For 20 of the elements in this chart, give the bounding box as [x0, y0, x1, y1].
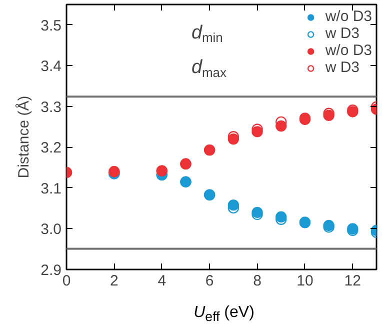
y-tick-label: 3.3 [40, 98, 62, 116]
legend-label: w/o D3 [325, 42, 372, 59]
legend-label: w D3 [325, 59, 360, 76]
x-tick-label: 2 [110, 272, 118, 290]
x-tick-label: 8 [253, 272, 262, 290]
y-tick-label: 3.2 [40, 140, 62, 157]
legend-label: w/o D3 [325, 8, 372, 25]
y-tick-label: 3.4 [40, 58, 62, 76]
x-axis-title: U$_{eff}$ (eV) [192, 303, 256, 326]
x-tick-label: 12 [344, 272, 361, 290]
x-tick-label: 0 [62, 272, 71, 290]
y-tick-label: 3.5 [40, 17, 62, 34]
x-tick-label: 4 [158, 272, 166, 290]
legend-label: w D3 [325, 25, 360, 42]
x-tick-label: 6 [205, 272, 214, 290]
x-tick-label: 10 [296, 272, 314, 290]
y-tick-label: 2.9 [40, 262, 62, 279]
y-tick-label: 3.1 [40, 180, 62, 198]
y-axis-title: Distance (Å) [14, 96, 33, 178]
y-tick-label: 3.0 [40, 221, 62, 238]
